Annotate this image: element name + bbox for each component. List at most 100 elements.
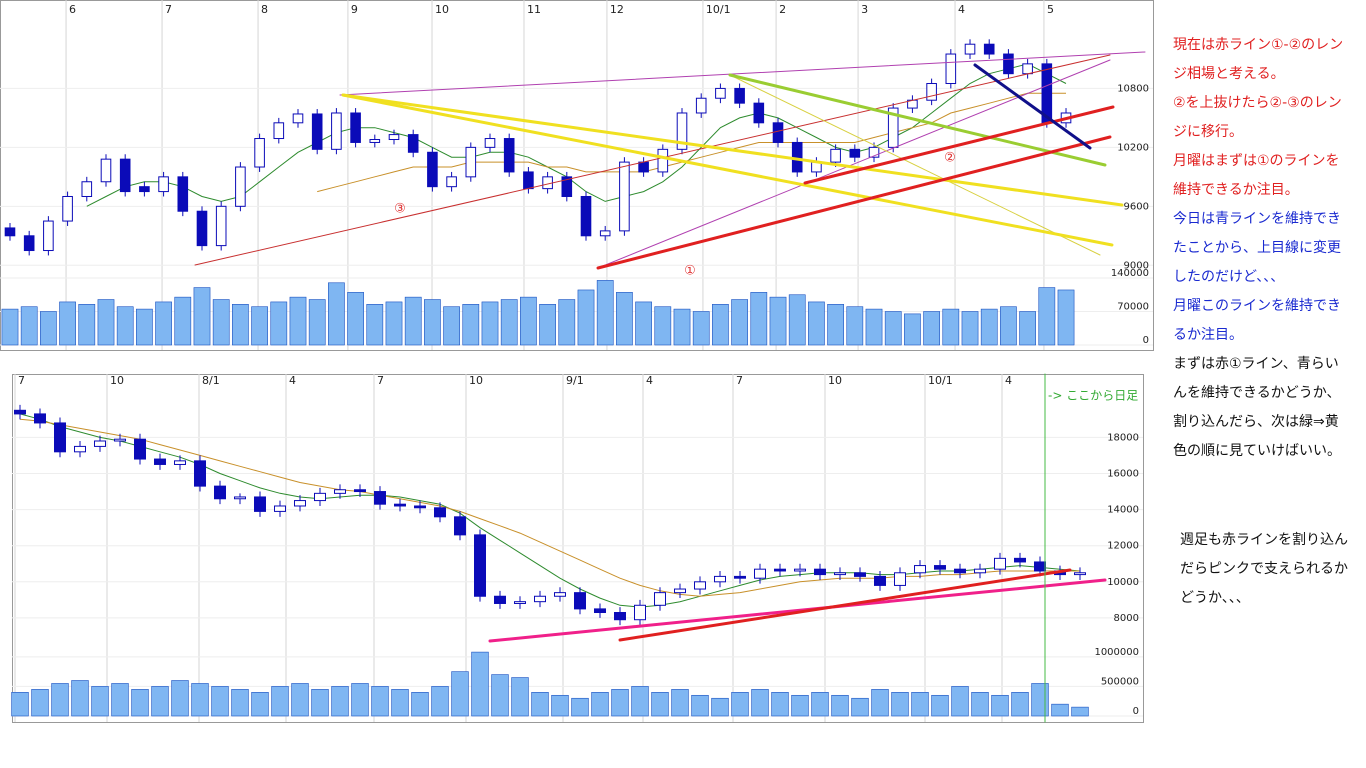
candle-body [994, 557, 1006, 570]
volume-bar [961, 311, 979, 346]
candle-body [114, 438, 126, 442]
candle-body [599, 230, 611, 237]
candle-body [414, 505, 426, 509]
note-line: 現在は赤ライン①-②のレン [1173, 37, 1344, 53]
volume-bar [711, 697, 729, 717]
x-tick-label: 10 [110, 374, 124, 387]
volume-bar [811, 692, 829, 717]
candle-body [196, 210, 208, 247]
candle-body [474, 534, 486, 597]
candle-body [1014, 557, 1026, 563]
volume-tick-label: 0 [1133, 706, 1139, 717]
candle-body [62, 195, 73, 222]
volume-bar [635, 301, 652, 346]
candle-body [574, 592, 586, 610]
volume-bar [571, 697, 589, 717]
x-tick-label: 10 [435, 3, 449, 16]
candle-body [523, 171, 534, 190]
candle-body [774, 568, 786, 572]
volume-bar [174, 296, 192, 346]
note: 今日は青ラインを維持でき たことから、上目線に変更 したのだけど、、、 月曜このライン… [1173, 205, 1341, 350]
candle-body [542, 176, 553, 190]
x-tick-label: 2 [779, 3, 786, 16]
candle-body [100, 158, 112, 183]
volume-bar [289, 296, 307, 346]
volume-bar [443, 306, 460, 346]
candle-body [849, 148, 861, 158]
volume-bar [731, 299, 748, 346]
volume-bar [171, 680, 189, 717]
volume-bar [59, 301, 76, 346]
candle-body [43, 220, 54, 252]
candle-body [614, 612, 626, 621]
trend-line [973, 63, 1092, 150]
volume-bar [471, 651, 489, 717]
volume-bar [424, 299, 441, 346]
candle-body [273, 122, 285, 140]
trend-line [341, 93, 1114, 247]
trend-line [728, 73, 1107, 167]
candle-body [594, 608, 606, 614]
candle-body [964, 43, 976, 55]
annotation: ① [684, 264, 696, 279]
volume-bar [1071, 706, 1089, 717]
candle-body [254, 496, 266, 512]
volume-bar [251, 692, 269, 717]
volume-bar [308, 299, 326, 346]
x-tick-label: 4 [958, 3, 965, 16]
note-line: まずは赤①ライン、青らい [1173, 356, 1339, 372]
x-tick-label: 8/1 [202, 374, 220, 387]
x-tick-label: 5 [1047, 3, 1054, 16]
volume-bar [404, 296, 422, 346]
volume-bar [1038, 287, 1056, 346]
volume-tick-label: 70000 [1117, 302, 1149, 313]
volume-tick-label: 500000 [1101, 676, 1139, 687]
note-line: だらピンクで支えられるか [1180, 561, 1348, 577]
candle-body [407, 134, 419, 153]
volume-bar [331, 686, 349, 717]
volume-bar [596, 280, 614, 346]
moving-average [86, 63, 1067, 207]
candle-body [534, 595, 546, 603]
volume-bar [151, 686, 169, 717]
x-tick-label: 9 [351, 3, 358, 16]
candle-body [657, 148, 669, 173]
candle-body [794, 568, 806, 572]
candle-body [369, 139, 381, 143]
candle-body [1074, 572, 1086, 576]
candle-body [81, 181, 93, 197]
candle-body [753, 102, 765, 124]
note: 現在は赤ライン①-②のレン ジ相場と考える。 ②を上抜けたら②-③のレン ジに移行。月… [1173, 31, 1343, 205]
volume-bar [851, 697, 869, 717]
x-tick-label: 8 [261, 3, 268, 16]
note: まずは赤①ライン、青らい んを維持できるかどうか、 割り込んだら、次は緑⇒黄 色の順に… [1173, 350, 1341, 466]
candle-body [714, 575, 726, 583]
candle-body [254, 138, 265, 168]
volume-bar [520, 296, 537, 346]
candle-body [119, 158, 131, 193]
y-tick-label: 9600 [1124, 201, 1149, 212]
candle-body [54, 422, 66, 453]
candle-body [311, 113, 323, 150]
y-tick-label: 12000 [1107, 541, 1139, 552]
note-line: 月曜はまずは①のラインを [1173, 153, 1340, 169]
volume-bar [371, 686, 389, 717]
candle-body [23, 235, 35, 252]
x-tick-label: 4 [289, 374, 296, 387]
volume-bar [791, 694, 809, 717]
candle-body [514, 601, 526, 604]
volume-bar [311, 689, 329, 717]
candle-body [830, 148, 841, 163]
candle-body [580, 195, 592, 237]
note-line: ジに移行。 [1173, 124, 1243, 140]
candle-body [654, 592, 666, 606]
candle-body [334, 489, 346, 494]
volume-bar [366, 304, 384, 346]
candle-body [561, 176, 573, 197]
candle-body [350, 112, 361, 143]
candle-body [954, 568, 966, 574]
volume-bar [451, 671, 469, 717]
volume-bar [191, 683, 209, 717]
candle-body [154, 458, 166, 465]
